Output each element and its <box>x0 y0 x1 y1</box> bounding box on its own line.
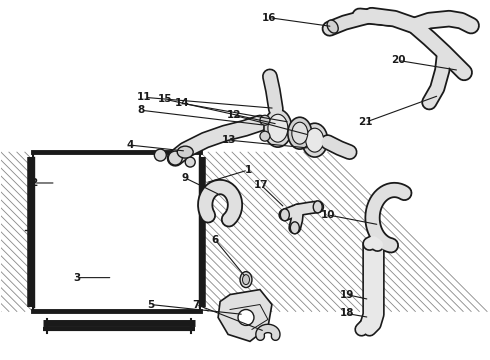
Text: 8: 8 <box>138 105 145 115</box>
Text: 16: 16 <box>262 13 276 23</box>
Circle shape <box>260 131 270 141</box>
Ellipse shape <box>292 122 308 144</box>
Text: 9: 9 <box>182 173 189 183</box>
Text: 2: 2 <box>30 178 37 188</box>
Bar <box>35 154 198 310</box>
Text: 4: 4 <box>127 140 134 150</box>
Ellipse shape <box>177 146 193 158</box>
Text: 18: 18 <box>340 309 354 319</box>
Text: 15: 15 <box>158 94 172 104</box>
Ellipse shape <box>264 109 292 147</box>
Text: 10: 10 <box>320 210 335 220</box>
Bar <box>33 152 200 311</box>
Text: 1: 1 <box>245 165 251 175</box>
Text: 17: 17 <box>254 180 268 190</box>
Circle shape <box>185 157 195 167</box>
Text: 21: 21 <box>358 117 373 127</box>
Circle shape <box>154 149 166 161</box>
Ellipse shape <box>306 128 324 152</box>
Ellipse shape <box>302 123 328 157</box>
Text: 11: 11 <box>137 92 151 102</box>
Text: 6: 6 <box>212 235 219 245</box>
Ellipse shape <box>280 209 289 221</box>
Ellipse shape <box>268 114 288 142</box>
Ellipse shape <box>327 20 338 33</box>
Ellipse shape <box>290 222 299 234</box>
Ellipse shape <box>313 201 322 213</box>
Circle shape <box>260 115 270 125</box>
Ellipse shape <box>240 272 252 288</box>
Text: 19: 19 <box>340 289 354 300</box>
Text: 13: 13 <box>222 135 236 145</box>
Text: 12: 12 <box>227 110 241 120</box>
Text: 3: 3 <box>73 273 80 283</box>
Text: 5: 5 <box>147 300 154 310</box>
Circle shape <box>168 151 182 165</box>
Text: 7: 7 <box>193 300 200 310</box>
Circle shape <box>238 310 254 325</box>
Polygon shape <box>218 289 272 341</box>
Text: 20: 20 <box>391 55 406 66</box>
Ellipse shape <box>288 117 312 149</box>
Text: 14: 14 <box>175 98 190 108</box>
Ellipse shape <box>243 275 249 285</box>
